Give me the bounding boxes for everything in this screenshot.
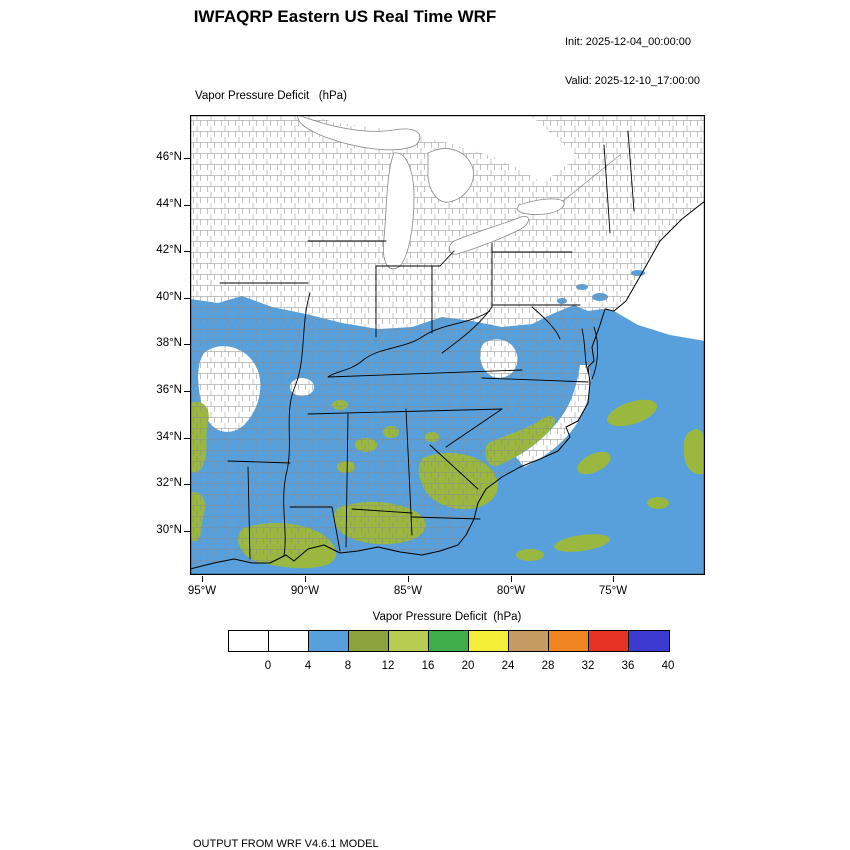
colorbar-title: Vapor Pressure Deficit (hPa) [372,611,522,623]
plot-title: IWFAQRP Eastern US Real Time WRF [193,7,497,26]
init-time: Init: 2025-12-04_00:00:00 [565,36,691,48]
lake-superior [297,115,421,151]
coastline [190,200,705,570]
lake-ontario [516,198,565,216]
st-lawrence-river [562,154,621,202]
colorbar-cell [549,631,589,651]
county-lines [190,115,705,569]
lat-tick-mark [184,438,190,439]
colorbar-tick-label: 0 [264,660,272,672]
canada-region [308,115,578,183]
lat-tick-mark [184,205,190,206]
colorbar-cell [229,631,269,651]
colorbar-tick-labels: 0 4 8 12 16 20 24 28 32 36 40 [228,660,675,676]
footer-model-line: OUTPUT FROM WRF V4.6.1 MODEL [193,838,379,850]
run-times: Init: 2025-12-04_00:00:00 Valid: 2025-12… [565,10,700,114]
map-border [190,115,705,575]
colorbar-tick-label: 28 [541,660,555,672]
great-lakes [297,115,565,270]
lon-tick-label: 75°W [598,585,628,597]
colorbar-tick-label: 4 [304,660,312,672]
lat-tick-label: 46°N [156,151,182,163]
lon-tick-label: 80°W [496,585,526,597]
lat-tick-label: 32°N [156,477,182,489]
lon-tick-mark [408,576,409,582]
lat-tick-mark [184,251,190,252]
colorbar-cells [228,630,670,652]
colorbar-cell [629,631,669,651]
lat-tick-label: 30°N [156,524,182,536]
lat-tick-label: 44°N [156,198,182,210]
lat-tick-label: 38°N [156,337,182,349]
colorbar-cell [349,631,389,651]
colorbar-tick-label: 16 [421,660,435,672]
lat-tick-mark [184,298,190,299]
colorbar-tick-label: 32 [581,660,595,672]
map-frame [190,115,705,575]
colorbar-cell [469,631,509,651]
map-panel-label: Vapor Pressure Deficit (hPa) [195,90,347,102]
colorbar-cell [429,631,469,651]
lat-tick-mark [184,531,190,532]
lon-tick-mark [202,576,203,582]
lon-tick-mark [511,576,512,582]
lat-tick-label: 36°N [156,384,182,396]
colorbar-cell [589,631,629,651]
lat-tick-mark [184,158,190,159]
chesapeake-bay [581,326,599,380]
colorbar-cell [309,631,349,651]
colorbar-tick-label: 12 [381,660,395,672]
lon-tick-label: 85°W [393,585,423,597]
colorbar-cell [389,631,429,651]
lon-tick-mark [613,576,614,582]
lat-tick-label: 34°N [156,431,182,443]
colorbar-cell [509,631,549,651]
lon-tick-label: 90°W [290,585,320,597]
state-borders [219,130,635,560]
lat-tick-label: 42°N [156,244,182,256]
colorbar-tick-label: 20 [461,660,475,672]
colorbar-tick-label: 36 [621,660,635,672]
lat-tick-mark [184,484,190,485]
colorbar-cell [269,631,309,651]
valid-time: Valid: 2025-12-10_17:00:00 [565,75,700,87]
lake-huron [427,148,474,203]
lat-tick-mark [184,344,190,345]
colorbar-tick-label: 8 [344,660,352,672]
lat-tick-mark [184,391,190,392]
lon-tick-mark [305,576,306,582]
colorbar-tick-label: 40 [661,660,675,672]
colorbar-tick-label: 24 [501,660,515,672]
map-svg [190,115,705,575]
lat-tick-label: 40°N [156,291,182,303]
footer: OUTPUT FROM WRF V4.6.1 MODEL WE = 310 ; … [193,809,626,850]
lon-tick-label: 95°W [187,585,217,597]
